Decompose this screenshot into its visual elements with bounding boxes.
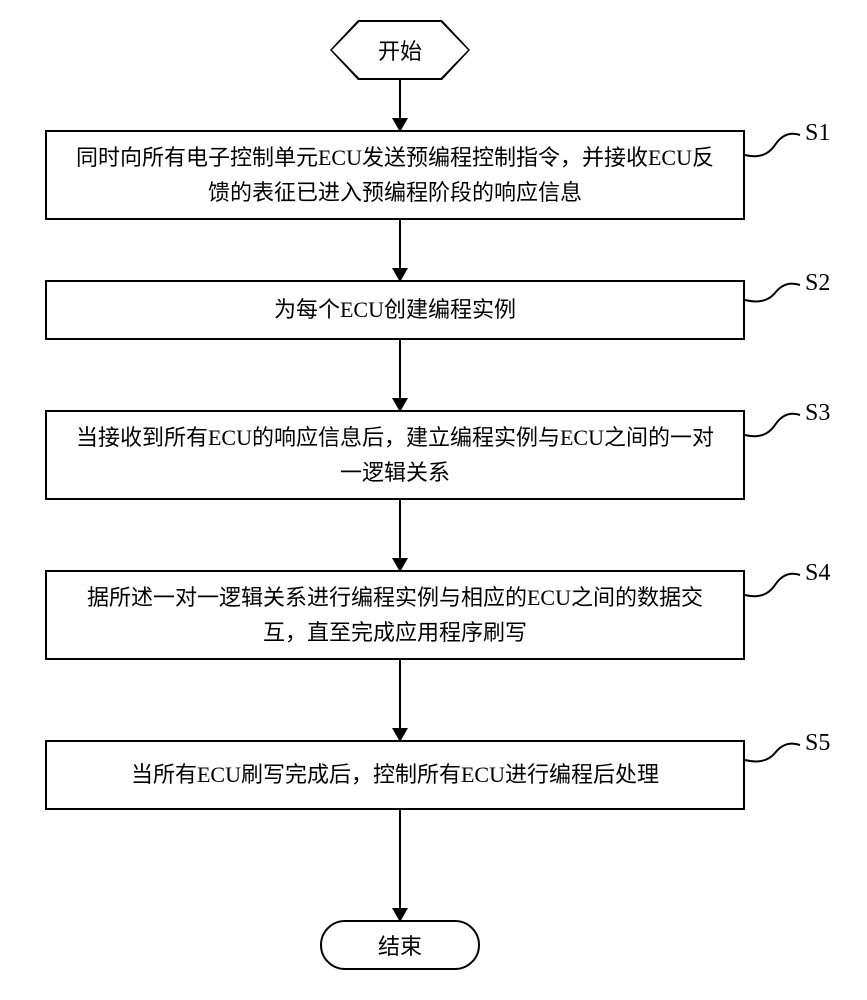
- arrow-6-head: [392, 908, 408, 922]
- process-step-1: 同时向所有电子控制单元ECU发送预编程控制指令，并接收ECU反馈的表征已进入预编…: [45, 130, 745, 220]
- arrow-1-line: [399, 80, 401, 120]
- start-terminator: 开始: [330, 20, 470, 80]
- process-step-3-text: 当接收到所有ECU的响应信息后，建立编程实例与ECU之间的一对一逻辑关系: [67, 420, 723, 490]
- step-label-s4: S4: [805, 560, 830, 587]
- process-step-5-text: 当所有ECU刷写完成后，控制所有ECU进行编程后处理: [131, 757, 659, 792]
- process-step-4: 据所述一对一逻辑关系进行编程实例与相应的ECU之间的数据交互，直至完成应用程序刷…: [45, 570, 745, 660]
- process-step-2-text: 为每个ECU创建编程实例: [274, 292, 516, 327]
- label-connector-s5: [745, 735, 805, 780]
- start-label: 开始: [332, 22, 468, 78]
- end-label: 结束: [378, 929, 422, 961]
- process-step-4-text: 据所述一对一逻辑关系进行编程实例与相应的ECU之间的数据交互，直至完成应用程序刷…: [67, 580, 723, 650]
- arrow-5-head: [392, 728, 408, 742]
- arrow-4-line: [399, 500, 401, 560]
- arrow-3-line: [399, 340, 401, 400]
- step-label-s1: S1: [805, 120, 830, 147]
- label-connector-s2: [745, 275, 805, 320]
- step-label-s5: S5: [805, 730, 830, 757]
- arrow-1-head: [392, 118, 408, 132]
- arrow-3-head: [392, 398, 408, 412]
- step-label-s3: S3: [805, 400, 830, 427]
- arrow-5-line: [399, 660, 401, 730]
- process-step-5: 当所有ECU刷写完成后，控制所有ECU进行编程后处理: [45, 740, 745, 810]
- arrow-6-line: [399, 810, 401, 910]
- end-terminator: 结束: [320, 920, 480, 970]
- step-label-s2: S2: [805, 270, 830, 297]
- process-step-3: 当接收到所有ECU的响应信息后，建立编程实例与ECU之间的一对一逻辑关系: [45, 410, 745, 500]
- label-connector-s1: [745, 125, 805, 170]
- label-connector-s4: [745, 565, 805, 610]
- arrow-4-head: [392, 558, 408, 572]
- arrow-2-line: [399, 220, 401, 270]
- process-step-2: 为每个ECU创建编程实例: [45, 280, 745, 340]
- arrow-2-head: [392, 268, 408, 282]
- process-step-1-text: 同时向所有电子控制单元ECU发送预编程控制指令，并接收ECU反馈的表征已进入预编…: [67, 140, 723, 210]
- flowchart-container: 开始 同时向所有电子控制单元ECU发送预编程控制指令，并接收ECU反馈的表征已进…: [0, 0, 867, 1000]
- label-connector-s3: [745, 405, 805, 450]
